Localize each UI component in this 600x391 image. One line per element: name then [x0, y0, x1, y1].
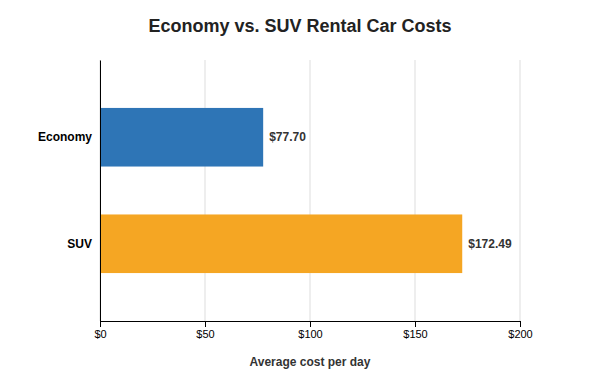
x-tick-label: $200 — [508, 328, 532, 340]
x-tick: $50 — [196, 321, 214, 340]
y-tick-label: SUV — [67, 237, 92, 251]
y-tick-label: Economy — [38, 130, 92, 144]
x-axis: $0 $50 $100 $150 $200 — [94, 321, 532, 340]
grid-line — [310, 60, 311, 321]
bar — [100, 214, 462, 273]
x-tick-label: $100 — [298, 328, 322, 340]
x-axis-title: Average cost per day — [250, 355, 371, 369]
x-tick-mark — [310, 321, 311, 327]
x-tick: $200 — [508, 321, 532, 340]
chart-container: Economy vs. SUV Rental Car Costs $0 $50 $10… — [0, 0, 600, 391]
y-tick: SUV — [67, 237, 100, 251]
x-tick-mark — [205, 321, 206, 327]
x-tick-mark — [100, 321, 101, 327]
x-tick-label: $0 — [94, 328, 106, 340]
chart-svg: Economy vs. SUV Rental Car Costs $0 $50 $10… — [0, 0, 600, 391]
plot-area: $0 $50 $100 $150 $200 SUV Economy $172.49 $77.70 — [38, 60, 533, 340]
y-axis-line — [100, 61, 101, 322]
x-tick-mark — [520, 321, 521, 327]
data-label: $77.70 — [269, 130, 306, 144]
x-tick: $150 — [403, 321, 427, 340]
x-tick-label: $150 — [403, 328, 427, 340]
x-axis-line — [101, 322, 521, 328]
y-tick: Economy — [38, 130, 100, 144]
grid-line — [100, 60, 101, 321]
data-labels: $172.49 $77.70 — [269, 130, 512, 251]
title: Economy vs. SUV Rental Car Costs — [148, 16, 451, 36]
x-tick: $0 — [94, 321, 106, 340]
x-tick-mark — [415, 321, 416, 327]
grid — [100, 60, 520, 321]
x-tick: $100 — [298, 321, 322, 340]
y-axis: SUV Economy — [38, 61, 101, 322]
data-label: $172.49 — [468, 237, 512, 251]
grid-line — [205, 60, 206, 321]
bars — [100, 108, 462, 273]
x-tick-label: $50 — [196, 328, 214, 340]
grid-line — [520, 60, 521, 321]
grid-line — [415, 60, 416, 321]
bar — [100, 108, 263, 167]
